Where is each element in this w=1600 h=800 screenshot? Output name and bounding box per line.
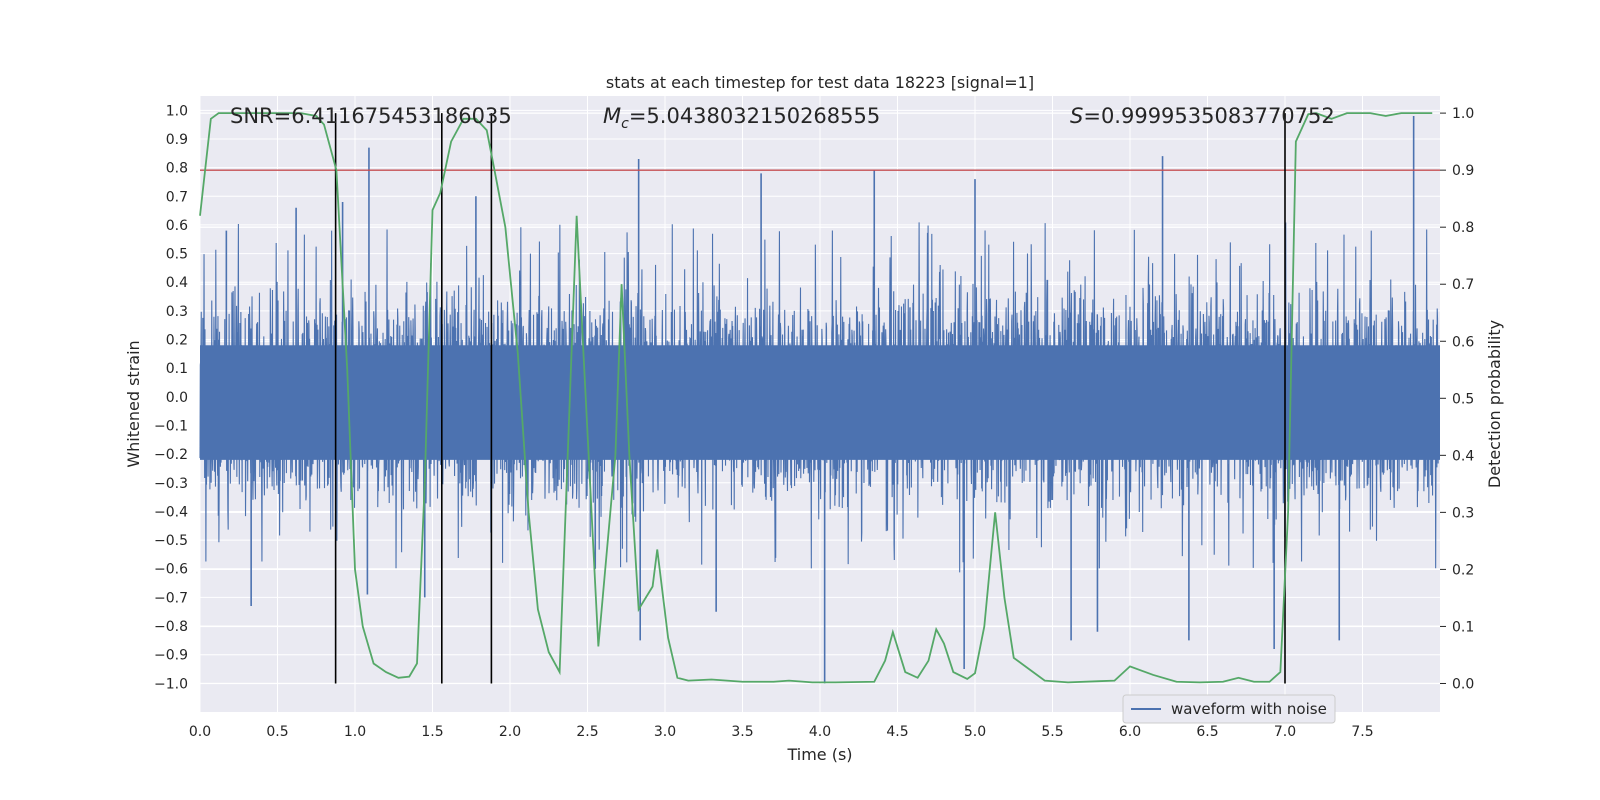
x-tick-label: 1.5: [421, 724, 443, 740]
score-annotation: S=0.9999535083770752: [1070, 104, 1335, 128]
detection-probability-line: [199, 112, 1433, 684]
x-tick-label: 0.0: [189, 724, 211, 740]
y-tick-label: −0.7: [154, 590, 188, 606]
y-tick-label: 0.2: [166, 333, 188, 349]
x-tick-label: 7.0: [1274, 724, 1296, 740]
x-tick-label: 4.0: [809, 724, 831, 740]
x-axis-label: Time (s): [786, 745, 852, 764]
y-tick-label: 0.8: [166, 161, 188, 177]
y-tick-label: −0.6: [154, 562, 188, 578]
chirp-mass-value: =5.0438032150268555: [629, 104, 880, 128]
y2-tick-label: 1.0: [1452, 106, 1474, 122]
x-tick-label: 3.0: [654, 724, 676, 740]
score-symbol: S: [1070, 104, 1083, 128]
x-tick-labels: 0.0 0.5 1.0 1.5 2.0 2.5 3.0 3.5 4.0 4.5 5.0 5.5 6.0 6…: [189, 724, 1374, 740]
y-tick-label: −0.4: [154, 504, 188, 520]
chart-title: stats at each timestep for test data 182…: [606, 73, 1034, 92]
y2-tick-label: 0.3: [1452, 505, 1474, 521]
score-value: =0.9999535083770752: [1083, 104, 1334, 128]
x-tick-label: 1.0: [344, 724, 366, 740]
x-tick-label: 6.5: [1196, 724, 1218, 740]
y-tick-label: 0.3: [166, 304, 188, 320]
x-tick-label: 7.5: [1351, 724, 1373, 740]
y-tick-labels: 1.0 0.9 0.8 0.7 0.6 0.5 0.4 0.3 0.2 0.1 0.0 −0.1 −0.…: [154, 103, 188, 692]
legend-box: [1122, 694, 1336, 724]
y2-tick-label: 0.0: [1452, 676, 1474, 692]
y-tick-label: −0.3: [154, 476, 188, 492]
legend-label: waveform with noise: [1171, 700, 1327, 718]
y-tick-label: −0.1: [154, 418, 188, 434]
y-tick-label: 0.0: [166, 390, 188, 406]
y2-tick-label: 0.6: [1452, 334, 1474, 350]
y-tick-label: 0.6: [166, 218, 188, 234]
y-tick-label: −0.8: [154, 619, 188, 635]
y-tick-label: 0.5: [166, 247, 188, 263]
y2-tick-label: 0.8: [1452, 220, 1474, 236]
y-tick-label: 0.1: [166, 361, 188, 377]
x-tick-label: 2.0: [499, 724, 521, 740]
x-tick-label: 6.0: [1119, 724, 1141, 740]
y-tick-label: −0.9: [154, 648, 188, 664]
y2-axis-label: Detection probability: [1485, 320, 1504, 488]
y2-tick-label: 0.9: [1452, 163, 1474, 179]
x-tick-label: 4.5: [886, 724, 908, 740]
x-tick-label: 2.5: [576, 724, 598, 740]
y-tick-label: 0.7: [166, 189, 188, 205]
y-tick-label: −0.2: [154, 447, 188, 463]
y-axis-label: Whitened strain: [124, 340, 143, 467]
chirp-mass-symbol: M: [603, 104, 621, 128]
waveform-dense-band: [200, 345, 1440, 460]
x-tick-label: 0.5: [266, 724, 288, 740]
y-tick-label: 1.0: [166, 103, 188, 119]
y2-tick-label: 0.7: [1452, 277, 1474, 293]
y-tick-label: −1.0: [154, 676, 188, 692]
x-tick-label: 5.5: [1041, 724, 1063, 740]
y-tick-label: 0.9: [166, 132, 188, 148]
legend: waveform with noise: [1122, 694, 1336, 724]
waveform-series: [199, 116, 1440, 684]
y2-tick-labels: 1.0 0.9 0.8 0.7 0.6 0.5 0.4 0.3 0.2 0.1 0.0: [1440, 106, 1474, 692]
chirp-mass-subscript: c: [621, 116, 629, 132]
y-tick-label: −0.5: [154, 533, 188, 549]
y2-tick-label: 0.2: [1452, 562, 1474, 578]
x-tick-label: 3.5: [731, 724, 753, 740]
x-tick-label: 5.0: [964, 724, 986, 740]
y2-tick-label: 0.1: [1452, 619, 1474, 635]
chirp-mass-annotation: Mc=5.0438032150268555: [603, 104, 880, 132]
y2-tick-label: 0.4: [1452, 448, 1474, 464]
y-tick-label: 0.4: [166, 275, 188, 291]
snr-annotation: SNR=6.411675453186035: [230, 104, 512, 128]
y2-tick-label: 0.5: [1452, 391, 1474, 407]
